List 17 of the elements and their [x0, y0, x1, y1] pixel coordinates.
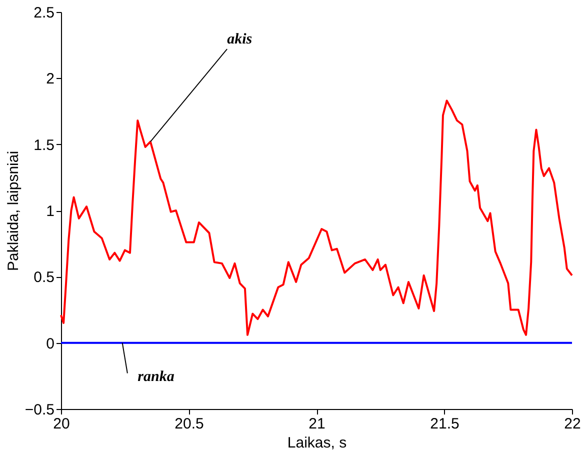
x-tick-label: 20.5	[174, 416, 204, 432]
x-tick-label: 20	[53, 416, 70, 432]
y-tick-label: 0	[46, 335, 54, 352]
x-tick-label: 21	[308, 416, 326, 432]
y-tick-label: 1.5	[34, 136, 54, 154]
x-axis-title: Laikas, s	[287, 434, 347, 452]
annotation: akis	[227, 31, 252, 48]
line-series	[60, 100, 573, 336]
y-axis-title: Paklaida, laipsniai	[4, 150, 22, 272]
annotation: ranka	[138, 368, 175, 385]
x-tick-label: 21.5	[430, 416, 460, 432]
y-tick-label: 1	[46, 203, 54, 220]
y-tick-label: 0.5	[34, 269, 54, 286]
x-tick-label: 22	[564, 416, 581, 432]
y-tick-label: 2	[46, 70, 54, 88]
y-tick-label: −0.5	[24, 402, 54, 418]
y-tick-label: 2.5	[34, 4, 54, 22]
